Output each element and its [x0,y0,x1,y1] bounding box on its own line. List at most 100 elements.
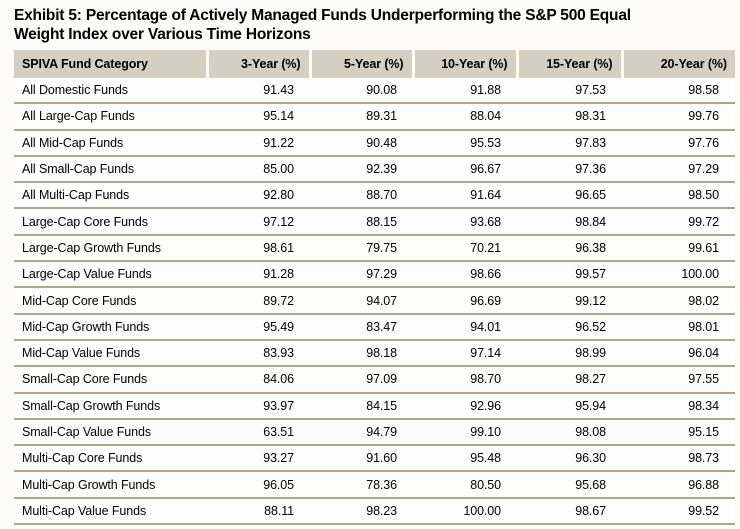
fund-category-cell: Small-Cap Value Funds [14,418,207,447]
value-cell: 97.29 [310,261,413,289]
table-row: Mid-Cap Core Funds 89.72 94.07 96.69 99.12 98… [14,287,735,315]
value-cell: 99.61 [622,234,735,263]
value-cell: 95.94 [517,392,622,420]
value-cell: 94.79 [310,418,413,447]
value-cell: 99.52 [622,497,735,526]
table-row: Small-Cap Value Funds 63.51 94.79 99.10 98.0… [14,418,735,447]
value-cell: 89.72 [207,287,310,315]
value-cell: 96.52 [517,313,622,341]
value-cell: 93.97 [207,392,310,420]
value-cell: 92.96 [413,392,517,420]
value-cell: 98.23 [310,497,413,526]
table-row: All Multi-Cap Funds 92.80 88.70 91.64 96.65 9… [14,182,735,210]
value-cell: 99.72 [622,208,735,236]
value-cell: 95.68 [517,471,622,499]
value-cell: 88.70 [310,182,413,210]
value-cell: 94.07 [310,287,413,315]
fund-category-cell: Multi-Cap Growth Funds [14,471,207,499]
value-cell: 99.12 [517,287,622,315]
value-cell: 98.66 [413,261,517,289]
value-cell: 96.38 [517,234,622,263]
fund-category-cell: All Mid-Cap Funds [14,129,207,157]
value-cell: 97.09 [310,366,413,394]
value-cell: 94.01 [413,313,517,341]
value-cell: 100.00 [413,497,517,526]
fund-category-cell: All Domestic Funds [14,78,207,105]
value-cell: 97.12 [207,208,310,236]
fund-category-cell: Small-Cap Core Funds [14,366,207,394]
fund-category-cell: All Small-Cap Funds [14,155,207,184]
value-cell: 96.30 [517,445,622,473]
fund-category-cell: Large-Cap Value Funds [14,261,207,289]
fund-category-cell: Large-Cap Core Funds [14,208,207,236]
table-row: Multi-Cap Core Funds 93.27 91.60 95.48 96.30… [14,445,735,473]
value-cell: 100.00 [622,261,735,289]
table-row: Large-Cap Growth Funds 98.61 79.75 70.21 96.… [14,234,735,263]
value-cell: 98.50 [622,182,735,210]
fund-category-cell: Mid-Cap Core Funds [14,287,207,315]
table-row: Multi-Cap Value Funds 88.11 98.23 100.00 98.… [14,497,735,526]
value-cell: 98.73 [622,445,735,473]
value-cell: 84.06 [207,366,310,394]
value-cell: 97.36 [517,155,622,184]
value-cell: 98.01 [622,313,735,341]
value-cell: 83.93 [207,339,310,368]
value-cell: 98.27 [517,366,622,394]
value-cell: 98.61 [207,234,310,263]
fund-category-cell: Mid-Cap Growth Funds [14,313,207,341]
value-cell: 85.00 [207,155,310,184]
value-cell: 80.50 [413,471,517,499]
fund-category-cell: All Multi-Cap Funds [14,182,207,210]
table-row: Multi-Cap Growth Funds 96.05 78.36 80.50 95.… [14,471,735,499]
value-cell: 97.76 [622,129,735,157]
value-cell: 91.64 [413,182,517,210]
value-cell: 96.65 [517,182,622,210]
table-row: All Large-Cap Funds 95.14 89.31 88.04 98.31 9… [14,103,735,131]
value-cell: 97.53 [517,78,622,105]
spiva-table: SPIVA Fund Category 3-Year (%) 5-Year (%… [14,50,735,526]
fund-category-cell: Large-Cap Growth Funds [14,234,207,263]
table-row: All Mid-Cap Funds 91.22 90.48 95.53 97.83 97.… [14,129,735,157]
value-cell: 98.70 [413,366,517,394]
value-cell: 98.18 [310,339,413,368]
value-cell: 91.60 [310,445,413,473]
value-cell: 96.88 [622,471,735,499]
table-row: Mid-Cap Value Funds 83.93 98.18 97.14 98.99 9… [14,339,735,368]
value-cell: 96.04 [622,339,735,368]
table-row: Small-Cap Growth Funds 93.97 84.15 92.96 95.… [14,392,735,420]
value-cell: 91.22 [207,129,310,157]
value-cell: 83.47 [310,313,413,341]
value-cell: 97.55 [622,366,735,394]
value-cell: 92.39 [310,155,413,184]
value-cell: 91.28 [207,261,310,289]
column-header-3-year: 3-Year (%) [205,50,310,78]
value-cell: 79.75 [310,234,413,263]
value-cell: 78.36 [310,471,413,499]
value-cell: 70.21 [413,234,517,263]
table-row: Large-Cap Value Funds 91.28 97.29 98.66 99.5… [14,261,735,289]
value-cell: 98.99 [517,339,622,368]
table-header: SPIVA Fund Category 3-Year (%) 5-Year (%… [14,50,735,78]
fund-category-cell: Multi-Cap Value Funds [14,497,207,526]
value-cell: 93.68 [413,208,517,236]
value-cell: 99.10 [413,418,517,447]
fund-category-cell: Small-Cap Growth Funds [14,392,207,420]
value-cell: 95.49 [207,313,310,341]
value-cell: 97.14 [413,339,517,368]
table-row: All Domestic Funds 91.43 90.08 91.88 97.53 98… [14,78,735,105]
table-body: All Domestic Funds 91.43 90.08 91.88 97.53 98… [14,78,735,526]
column-header-category: SPIVA Fund Category [14,50,207,78]
exhibit-title-line2: Weight Index over Various Time Horizons [14,25,311,43]
value-cell: 88.04 [413,103,517,131]
value-cell: 98.58 [622,78,735,105]
value-cell: 63.51 [207,418,310,447]
exhibit-title-line1: Exhibit 5: Percentage of Actively Manage… [14,7,631,24]
value-cell: 91.43 [207,78,310,105]
value-cell: 98.02 [622,287,735,315]
value-cell: 92.80 [207,182,310,210]
column-header-15-year: 15-Year (%) [515,50,622,78]
table-row: Small-Cap Core Funds 84.06 97.09 98.70 98.27… [14,366,735,394]
column-header-10-year: 10-Year (%) [411,50,517,78]
fund-category-cell: Multi-Cap Core Funds [14,445,207,473]
